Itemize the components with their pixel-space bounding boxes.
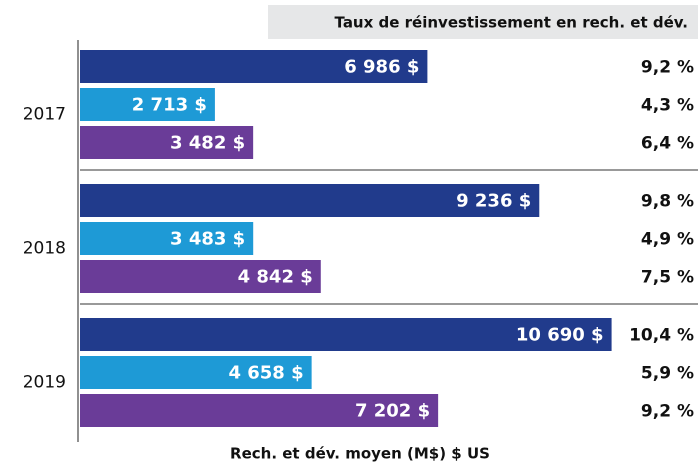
rate-label: 4,9 % xyxy=(641,230,694,250)
rate-label: 7,5 % xyxy=(641,268,694,288)
rate-label: 9,2 % xyxy=(641,402,694,422)
value-label: 3 483 $ xyxy=(170,229,245,250)
rate-label: 5,9 % xyxy=(641,364,694,384)
rate-label: 6,4 % xyxy=(641,134,694,154)
rate-label: 9,2 % xyxy=(641,58,694,78)
x-axis-label: Rech. et dév. moyen (M$) $ US xyxy=(230,445,490,463)
bar xyxy=(80,260,321,293)
y-tick-label: 2018 xyxy=(23,239,66,259)
value-label: 10 690 $ xyxy=(516,325,604,346)
rate-label: 9,8 % xyxy=(641,192,694,212)
bar xyxy=(80,184,540,217)
value-label: 6 986 $ xyxy=(344,57,419,78)
bar xyxy=(80,394,439,427)
y-tick-label: 2017 xyxy=(23,105,66,125)
y-tick-label: 2019 xyxy=(23,373,66,393)
rate-label: 10,4 % xyxy=(629,326,694,346)
value-label: 4 842 $ xyxy=(238,267,313,288)
bar xyxy=(80,318,612,351)
bar xyxy=(80,88,215,121)
value-label: 3 482 $ xyxy=(170,133,245,154)
bar xyxy=(80,222,254,255)
bar xyxy=(80,356,312,389)
value-label: 4 658 $ xyxy=(228,363,303,384)
value-label: 7 202 $ xyxy=(355,401,430,422)
header-box xyxy=(268,5,698,39)
bar xyxy=(80,126,254,159)
bar xyxy=(80,50,428,83)
rate-header: Taux de réinvestissement en rech. et dév… xyxy=(335,14,688,32)
rate-label: 4,3 % xyxy=(641,96,694,116)
value-label: 2 713 $ xyxy=(132,95,207,116)
value-label: 9 236 $ xyxy=(456,191,531,212)
